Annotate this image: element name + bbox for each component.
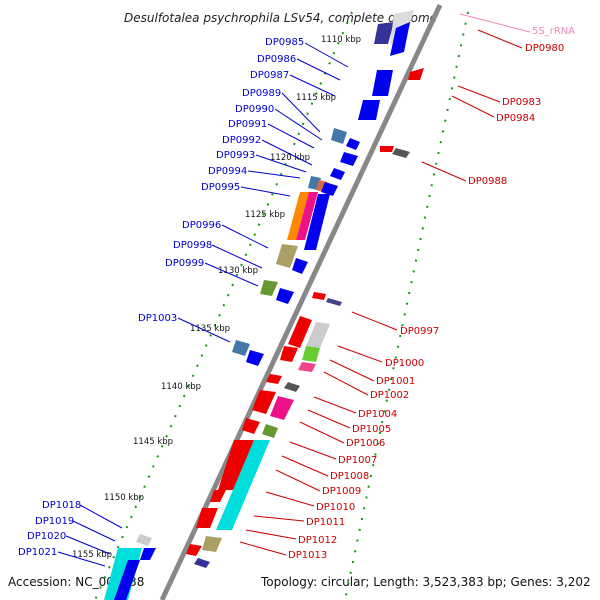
- gene-feature[interactable]: [296, 192, 318, 240]
- gene-label[interactable]: DP0987: [250, 70, 289, 81]
- kbp-label: 1140 kbp: [161, 382, 201, 392]
- gene-label[interactable]: DP0993: [216, 150, 255, 161]
- gene-label[interactable]: DP0995: [201, 182, 240, 193]
- gene-label[interactable]: DP1007: [338, 455, 377, 466]
- gene-feature[interactable]: [216, 440, 270, 530]
- kbp-label: 1150 kbp: [104, 493, 144, 503]
- gene-label[interactable]: DP1004: [358, 409, 397, 420]
- gene-feature[interactable]: [287, 192, 309, 240]
- gene-arrow[interactable]: [186, 544, 202, 556]
- map-title: Desulfotalea psychrophila LSv54, complet…: [124, 11, 437, 25]
- gene-arrow[interactable]: [266, 374, 282, 384]
- left-gene-labels: DP0985 DP0986 DP0987 DP0989 DP0990 DP099…: [18, 37, 349, 567]
- gene-arrow[interactable]: [210, 490, 226, 502]
- gene-label[interactable]: DP1001: [376, 376, 415, 387]
- gene-arrow[interactable]: [292, 258, 308, 274]
- gene-label[interactable]: DP0980: [525, 43, 564, 54]
- gene-arrow[interactable]: [372, 70, 393, 96]
- right-gene-labels: 5S_rRNA DP0980 DP0983 DP0984 DP0988 DP09…: [239, 13, 575, 561]
- gene-arrow[interactable]: [358, 100, 380, 120]
- genome-backbone: [159, 3, 443, 600]
- gene-label[interactable]: DP1021: [18, 547, 57, 558]
- gene-arrow[interactable]: [114, 560, 140, 600]
- gene-feature[interactable]: [276, 244, 298, 268]
- gene-feature[interactable]: [202, 536, 222, 552]
- gene-feature[interactable]: [302, 346, 320, 362]
- gene-arrow[interactable]: [276, 288, 294, 304]
- gene-label[interactable]: DP1018: [42, 500, 81, 511]
- gene-feature[interactable]: [331, 128, 347, 144]
- gene-label[interactable]: DP1011: [306, 517, 345, 528]
- gene-label[interactable]: DP0992: [222, 135, 261, 146]
- gene-label[interactable]: DP0988: [468, 176, 507, 187]
- gene-feature[interactable]: [136, 534, 152, 546]
- gene-label[interactable]: DP0990: [235, 104, 274, 115]
- kbp-label: 1120 kbp: [270, 153, 310, 163]
- gene-feature[interactable]: [262, 424, 278, 438]
- gene-arrow[interactable]: [252, 390, 276, 414]
- gene-label[interactable]: DP0984: [496, 113, 535, 124]
- gene-arrow[interactable]: [321, 182, 338, 196]
- gene-feature[interactable]: [306, 322, 330, 348]
- gene-label[interactable]: DP1019: [35, 516, 74, 527]
- gene-arrow[interactable]: [304, 194, 330, 250]
- gene-label[interactable]: DP0985: [265, 37, 304, 48]
- gene-label[interactable]: DP0996: [182, 220, 221, 231]
- gene-label[interactable]: DP1020: [27, 531, 66, 542]
- gene-feature[interactable]: [194, 558, 210, 568]
- gene-feature[interactable]: [284, 382, 300, 392]
- gene-label[interactable]: DP0983: [502, 97, 541, 108]
- gene-label[interactable]: DP1005: [352, 424, 391, 435]
- gene-feature[interactable]: [392, 148, 410, 158]
- kbp-label: 1130 kbp: [218, 266, 258, 276]
- genome-summary-text: Topology: circular; Length: 3,523,383 bp…: [260, 575, 591, 589]
- gene-label[interactable]: DP1012: [298, 535, 337, 546]
- gene-arrow[interactable]: [196, 508, 218, 528]
- gene-arrow[interactable]: [246, 350, 264, 366]
- gene-arrow[interactable]: [330, 168, 345, 180]
- gene-label[interactable]: DP1000: [385, 358, 424, 369]
- gene-label[interactable]: DP1008: [330, 471, 369, 482]
- gene-arrow[interactable]: [346, 138, 360, 150]
- gene-label[interactable]: DP1003: [138, 313, 177, 324]
- gene-label[interactable]: DP0989: [242, 88, 281, 99]
- gene-arrow[interactable]: [280, 346, 298, 362]
- kbp-label: 1125 kbp: [245, 210, 285, 220]
- kbp-label: 1115 kbp: [296, 93, 336, 103]
- gene-arrow[interactable]: [312, 292, 326, 300]
- gene-feature[interactable]: [260, 280, 278, 296]
- gene-label[interactable]: DP0986: [257, 54, 296, 65]
- gene-label[interactable]: DP1002: [370, 390, 409, 401]
- gene-label[interactable]: DP0991: [228, 119, 267, 130]
- gene-arrow[interactable]: [340, 152, 358, 166]
- gene-label[interactable]: DP0998: [173, 240, 212, 251]
- gene-label[interactable]: DP1006: [346, 438, 385, 449]
- gene-label[interactable]: DP1010: [316, 502, 355, 513]
- kbp-label: 1145 kbp: [133, 437, 173, 447]
- kbp-label: 1155 kbp: [72, 550, 112, 560]
- gene-feature[interactable]: [374, 22, 394, 44]
- gene-arrow[interactable]: [380, 146, 394, 152]
- gene-arrow[interactable]: [408, 68, 424, 80]
- gene-arrow[interactable]: [288, 316, 312, 348]
- gene-arrow[interactable]: [218, 440, 254, 490]
- gene-label[interactable]: DP0994: [208, 166, 247, 177]
- gene-arrow[interactable]: [140, 548, 156, 560]
- gene-feature[interactable]: [270, 396, 294, 420]
- inner-tick-row: [94, 11, 353, 600]
- gene-feature[interactable]: [298, 362, 316, 372]
- gene-feature[interactable]: [326, 298, 342, 306]
- kbp-label: 1110 kbp: [321, 35, 361, 45]
- kbp-label: 1135 kbp: [190, 324, 230, 334]
- gene-label[interactable]: DP1009: [322, 486, 361, 497]
- gene-arrow[interactable]: [242, 418, 260, 434]
- outer-tick-row: [344, 11, 469, 600]
- gene-label[interactable]: DP0999: [165, 258, 204, 269]
- gene-label[interactable]: DP1013: [288, 550, 327, 561]
- gene-label[interactable]: DP0997: [400, 326, 439, 337]
- gene-feature[interactable]: [390, 22, 410, 56]
- gene-label[interactable]: 5S_rRNA: [532, 26, 575, 37]
- gene-feature[interactable]: [232, 340, 250, 356]
